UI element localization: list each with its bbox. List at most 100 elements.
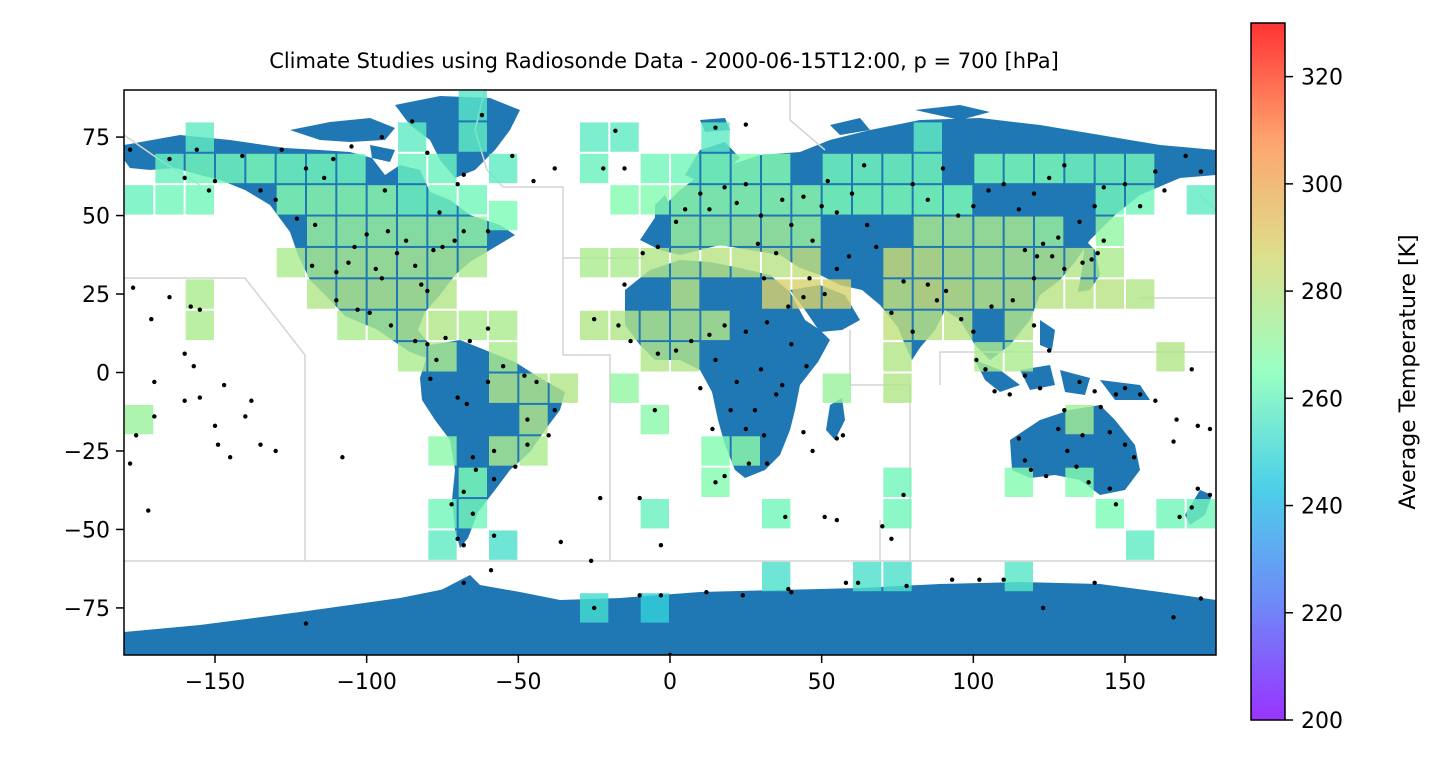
heatmap-cell xyxy=(489,310,518,341)
heatmap-cell xyxy=(792,247,821,278)
station-point xyxy=(764,320,770,325)
station-point xyxy=(616,323,621,328)
station-point xyxy=(273,197,278,203)
station-point xyxy=(546,433,551,438)
heatmap-cell xyxy=(974,247,1003,278)
station-point xyxy=(461,229,466,234)
y-axis: 75 50 25 0 −25 −50 −75 xyxy=(64,126,124,622)
station-point xyxy=(1080,433,1085,438)
heatmap-cell xyxy=(1126,530,1155,560)
station-point xyxy=(1028,467,1034,473)
station-point xyxy=(722,323,727,328)
station-point xyxy=(385,229,391,234)
station-point xyxy=(146,508,151,513)
heatmap-cell xyxy=(428,342,457,372)
station-point xyxy=(673,219,679,225)
station-point xyxy=(1153,398,1158,403)
station-point xyxy=(846,254,852,259)
station-point xyxy=(849,191,855,196)
heatmap-cell xyxy=(125,404,154,435)
station-point xyxy=(910,329,915,334)
station-point xyxy=(925,282,931,287)
station-point xyxy=(707,207,712,212)
heatmap-cell xyxy=(1004,216,1033,246)
heatmap-cell xyxy=(1095,185,1124,215)
station-point xyxy=(1122,385,1128,391)
heatmap-cell xyxy=(610,185,639,215)
station-point xyxy=(552,407,557,413)
colorbar-tick-label: 240 xyxy=(1301,495,1343,520)
station-point xyxy=(182,351,187,356)
station-point xyxy=(449,502,454,507)
station-point xyxy=(655,351,661,356)
station-point xyxy=(591,605,597,611)
station-point xyxy=(698,385,703,391)
station-point xyxy=(461,172,466,177)
station-point xyxy=(910,181,915,187)
station-point xyxy=(379,276,385,281)
heatmap-cell xyxy=(580,247,609,278)
heatmap-cell xyxy=(944,279,973,309)
station-point xyxy=(992,389,997,394)
heatmap-cell xyxy=(1004,467,1033,498)
heatmap-cell xyxy=(1004,153,1033,184)
station-point xyxy=(1095,251,1100,256)
heatmap-cell xyxy=(610,373,639,403)
station-point xyxy=(1031,191,1037,196)
station-point xyxy=(986,188,991,193)
heatmap-cell xyxy=(610,122,639,152)
heatmap-cell xyxy=(489,153,518,184)
station-point xyxy=(1092,389,1097,394)
station-point xyxy=(682,207,688,212)
station-point xyxy=(713,357,718,363)
heatmap-cell xyxy=(337,310,366,341)
station-point xyxy=(983,367,988,372)
station-point xyxy=(522,373,527,378)
station-point xyxy=(971,329,976,334)
station-point xyxy=(152,379,157,385)
station-point xyxy=(1113,502,1119,507)
heatmap-cell xyxy=(883,499,912,529)
heatmap-cell xyxy=(853,185,882,215)
chart-title: Climate Studies using Radiosonde Data - … xyxy=(269,49,1059,73)
station-point xyxy=(212,178,218,184)
station-point xyxy=(1016,207,1022,212)
heatmap-cell xyxy=(640,247,669,278)
station-point xyxy=(470,455,476,460)
island-greenland xyxy=(395,96,520,178)
heatmap-cell xyxy=(398,310,427,341)
heatmap-cell xyxy=(610,310,639,341)
station-point xyxy=(801,429,806,435)
heatmap-cell xyxy=(1095,279,1124,309)
station-point xyxy=(485,229,491,234)
station-point xyxy=(127,461,133,466)
station-point xyxy=(243,414,248,419)
station-point xyxy=(1189,505,1194,510)
heatmap-cell xyxy=(640,499,669,529)
station-point xyxy=(221,382,227,388)
heatmap-cell xyxy=(762,153,791,184)
x-tick-label: −100 xyxy=(336,670,396,695)
station-point xyxy=(752,407,758,413)
heatmap-cell xyxy=(246,153,275,184)
station-point xyxy=(591,316,597,322)
station-point xyxy=(658,542,664,548)
heatmap-cell xyxy=(944,247,973,278)
station-point xyxy=(822,514,827,520)
station-point xyxy=(704,590,709,595)
station-point xyxy=(743,329,749,334)
station-point xyxy=(901,279,906,284)
y-tick-label: 50 xyxy=(82,205,110,230)
station-point xyxy=(1065,448,1070,454)
station-point xyxy=(312,222,318,228)
heatmap-cell xyxy=(549,373,578,403)
heatmap-cell xyxy=(1065,247,1094,278)
station-point xyxy=(1010,298,1015,303)
station-point xyxy=(773,251,779,256)
station-point xyxy=(1113,392,1119,397)
station-point xyxy=(491,448,497,454)
heatmap-cell xyxy=(1095,247,1124,278)
colorbar-gradient xyxy=(1251,23,1285,720)
heatmap-cell xyxy=(489,200,518,231)
station-point xyxy=(1137,392,1143,397)
